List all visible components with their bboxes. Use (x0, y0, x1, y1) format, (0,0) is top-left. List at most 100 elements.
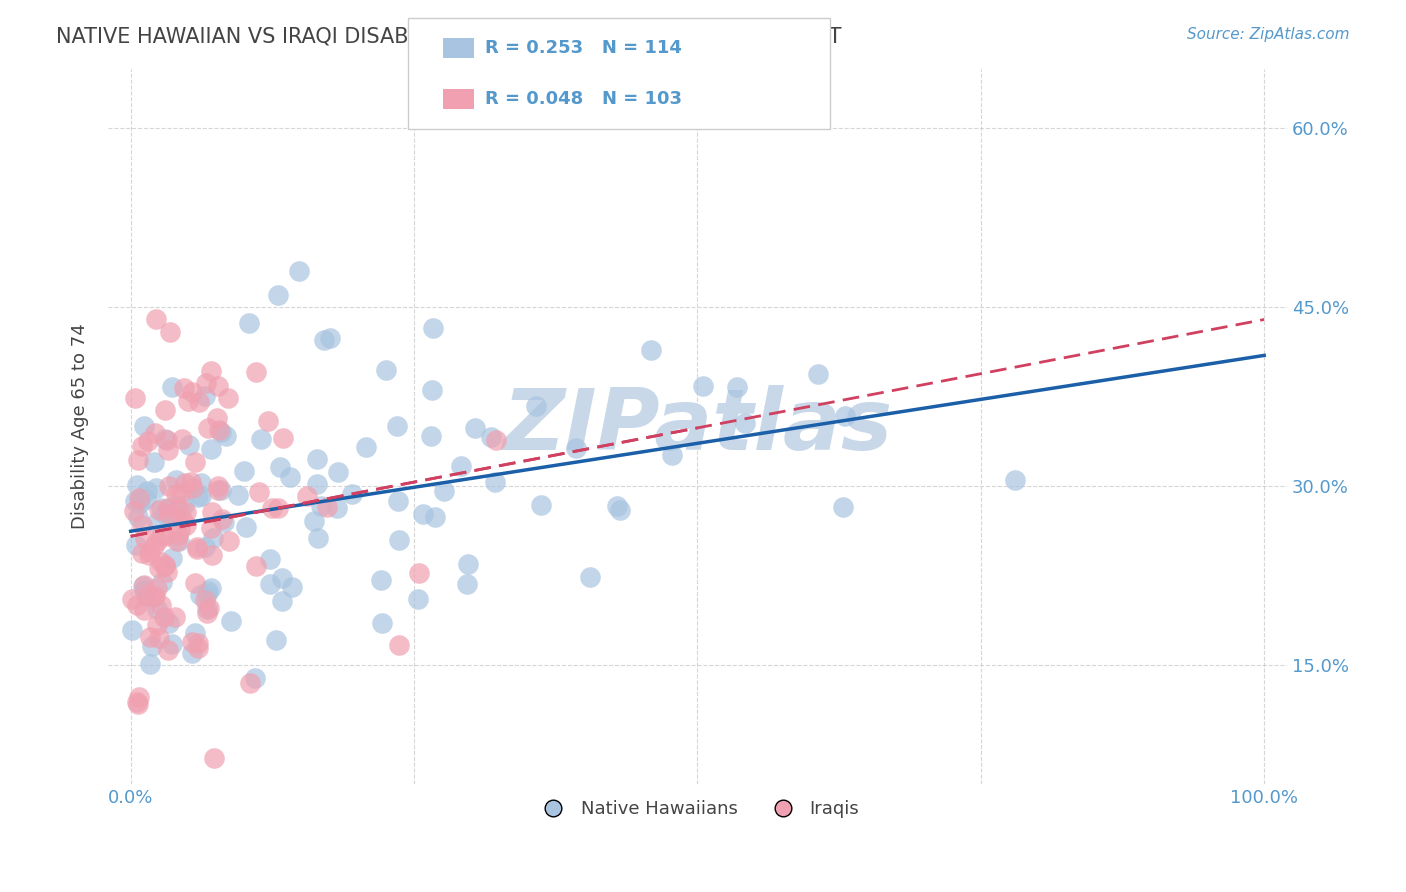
Native Hawaiians (270, 594, 292, 608)
Native Hawaiians (388, 533, 411, 547)
Iraqis (207, 479, 229, 493)
Iraqis (198, 600, 221, 615)
Native Hawaiians (155, 502, 177, 516)
Native Hawaiians (157, 616, 180, 631)
Native Hawaiians (259, 577, 281, 591)
Iraqis (186, 542, 208, 557)
Native Hawaiians (479, 430, 502, 444)
Native Hawaiians (145, 516, 167, 530)
Native Hawaiians (456, 577, 478, 591)
Native Hawaiians (609, 503, 631, 517)
Iraqis (157, 508, 180, 522)
Native Hawaiians (420, 428, 443, 442)
Native Hawaiians (184, 626, 207, 640)
Native Hawaiians (125, 538, 148, 552)
Iraqis (153, 403, 176, 417)
Native Hawaiians (269, 460, 291, 475)
Native Hawaiians (194, 389, 217, 403)
Native Hawaiians (127, 510, 149, 524)
Iraqis (157, 501, 180, 516)
Native Hawaiians (201, 531, 224, 545)
Native Hawaiians (264, 633, 287, 648)
Iraqis (138, 545, 160, 559)
Native Hawaiians (138, 657, 160, 671)
Native Hawaiians (129, 492, 152, 507)
Native Hawaiians (228, 488, 250, 502)
Native Hawaiians (370, 574, 392, 588)
Iraqis (149, 599, 172, 613)
Native Hawaiians (565, 441, 588, 455)
Iraqis (166, 534, 188, 549)
Native Hawaiians (250, 432, 273, 446)
Iraqis (136, 588, 159, 602)
Text: ZIPatlas: ZIPatlas (502, 385, 893, 468)
Iraqis (485, 433, 508, 447)
Native Hawaiians (433, 483, 456, 498)
Native Hawaiians (278, 470, 301, 484)
Native Hawaiians (165, 473, 187, 487)
Native Hawaiians (287, 263, 309, 277)
Native Hawaiians (124, 493, 146, 508)
Native Hawaiians (132, 583, 155, 598)
Iraqis (184, 575, 207, 590)
Native Hawaiians (307, 531, 329, 545)
Iraqis (167, 528, 190, 542)
Native Hawaiians (305, 452, 328, 467)
Iraqis (249, 485, 271, 500)
Iraqis (245, 559, 267, 574)
Iraqis (208, 424, 231, 438)
Iraqis (267, 500, 290, 515)
Native Hawaiians (146, 602, 169, 616)
Native Hawaiians (195, 587, 218, 601)
Native Hawaiians (319, 331, 342, 345)
Iraqis (194, 376, 217, 391)
Iraqis (174, 517, 197, 532)
Iraqis (156, 433, 179, 447)
Text: NATIVE HAWAIIAN VS IRAQI DISABILITY AGE 65 TO 74 CORRELATION CHART: NATIVE HAWAIIAN VS IRAQI DISABILITY AGE … (56, 27, 842, 46)
Native Hawaiians (155, 507, 177, 521)
Native Hawaiians (141, 639, 163, 653)
Native Hawaiians (179, 438, 201, 452)
Native Hawaiians (150, 500, 173, 515)
Native Hawaiians (209, 483, 232, 497)
Iraqis (165, 610, 187, 624)
Native Hawaiians (190, 476, 212, 491)
Iraqis (148, 632, 170, 646)
Native Hawaiians (326, 500, 349, 515)
Iraqis (125, 695, 148, 709)
Iraqis (134, 578, 156, 592)
Native Hawaiians (142, 455, 165, 469)
Text: Source: ZipAtlas.com: Source: ZipAtlas.com (1187, 27, 1350, 42)
Iraqis (202, 751, 225, 765)
Native Hawaiians (267, 288, 290, 302)
Native Hawaiians (200, 581, 222, 595)
Native Hawaiians (342, 486, 364, 500)
Iraqis (256, 414, 278, 428)
Native Hawaiians (165, 508, 187, 523)
Native Hawaiians (640, 343, 662, 357)
Iraqis (138, 548, 160, 562)
Iraqis (408, 566, 430, 580)
Iraqis (180, 475, 202, 489)
Native Hawaiians (136, 484, 159, 499)
Native Hawaiians (121, 623, 143, 637)
Iraqis (200, 364, 222, 378)
Native Hawaiians (233, 464, 256, 478)
Native Hawaiians (135, 492, 157, 507)
Iraqis (194, 593, 217, 607)
Iraqis (142, 590, 165, 604)
Native Hawaiians (238, 316, 260, 330)
Native Hawaiians (305, 477, 328, 491)
Iraqis (157, 643, 180, 657)
Iraqis (148, 561, 170, 575)
Iraqis (169, 523, 191, 537)
Native Hawaiians (173, 498, 195, 512)
Native Hawaiians (200, 442, 222, 457)
Native Hawaiians (302, 514, 325, 528)
Iraqis (200, 521, 222, 535)
Iraqis (127, 697, 149, 711)
Iraqis (181, 384, 204, 399)
Iraqis (148, 503, 170, 517)
Iraqis (128, 690, 150, 704)
Iraqis (122, 504, 145, 518)
